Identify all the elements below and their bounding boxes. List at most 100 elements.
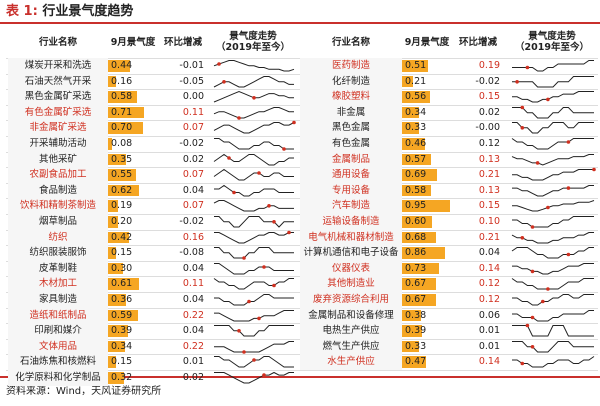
- trend-highlight-dot: [292, 121, 296, 125]
- change-cell: 0.21: [478, 231, 500, 243]
- trend-line: [214, 231, 294, 244]
- industry-name: 石油炼焦和核燃料: [8, 354, 108, 370]
- value-bar: [108, 184, 139, 197]
- table-row: 橡胶塑料 0.56 0.15: [0, 89, 600, 105]
- trend-highlight-dot: [247, 299, 251, 304]
- trend-highlight-dot: [222, 79, 226, 84]
- industry-name: 计算机通信和电子设备: [300, 245, 402, 261]
- value-text: 0.38: [405, 309, 427, 321]
- header-name-left: 行业名称: [38, 36, 77, 48]
- trend-line: [213, 278, 294, 290]
- trend-line: [512, 122, 594, 134]
- trend-highlight-dot: [520, 126, 525, 130]
- table-row: 有色金属矿采选 0.71 0.11: [0, 104, 600, 121]
- value-text: 0.69: [405, 169, 427, 181]
- change-cell: 0.14: [478, 356, 500, 368]
- table-row: 医药制造 0.51 0.19: [0, 58, 600, 74]
- trend-highlight-dot: [252, 358, 256, 363]
- trend-line: [512, 294, 594, 306]
- value-text: 0.35: [111, 153, 133, 165]
- trend-sparkline: [511, 247, 594, 259]
- change-cell: -0.02: [179, 138, 204, 149]
- trend-line: [512, 106, 594, 119]
- value-text: 0.67: [405, 294, 427, 305]
- table-row: 电气机械和器材制造 0.68 0.21: [0, 229, 600, 246]
- industry-name: 电热生产供应: [300, 323, 402, 339]
- trend-line: [214, 216, 294, 228]
- trend-highlight-dot: [520, 235, 525, 240]
- trend-sparkline: [512, 309, 594, 322]
- trend-highlight-dot: [535, 160, 540, 165]
- table-row: 石油天然气开采 0.16 -0.05: [0, 73, 600, 90]
- trend-line: [213, 122, 295, 134]
- value-bar: [108, 325, 128, 337]
- trend-sparkline: [214, 138, 294, 151]
- change-cell: 0.15: [478, 200, 500, 212]
- table-row: 电热生产供应 0.39 0.01: [0, 323, 600, 339]
- value-cell: 0.57: [402, 152, 452, 168]
- industry-name: 木材加工: [8, 276, 108, 292]
- trend-sparkline: [511, 231, 594, 244]
- trend-highlight-dot: [257, 316, 261, 320]
- trend-line: [512, 262, 594, 275]
- trend-sparkline: [213, 278, 294, 290]
- trend-sparkline: [512, 122, 594, 134]
- trend-sparkline: [214, 371, 294, 384]
- value-bar: [402, 340, 419, 353]
- value-text: 0.60: [405, 216, 427, 227]
- value-bar: [108, 372, 124, 384]
- change-cell: 0.11: [182, 278, 204, 290]
- trend-line: [512, 75, 594, 88]
- value-text: 0.58: [111, 91, 133, 103]
- change-cell: 0.12: [478, 138, 500, 149]
- value-bar: [108, 356, 116, 368]
- change-cell: 0.12: [478, 294, 500, 305]
- table-title: 表 1: 行业景气度趋势: [0, 0, 600, 24]
- table-row: 纺织 0.42 0.16: [0, 229, 600, 246]
- table-row: 食品制造 0.62 0.04: [0, 182, 600, 199]
- source-note: 资料来源：Wind，天风证券研究所: [0, 376, 600, 404]
- change-cell: -0.02: [475, 75, 500, 87]
- value-cell: 0.73: [402, 261, 452, 277]
- table-row: 金属制品和设备修理 0.38 0.06: [0, 307, 600, 324]
- trend-line: [214, 294, 294, 306]
- table-row: 其他制造业 0.67 0.12: [0, 276, 600, 292]
- trend-sparkline: [214, 325, 294, 337]
- industry-name: 废弃资源综合利用: [300, 292, 402, 308]
- table-row: 纺织服装服饰 0.15 -0.08: [0, 245, 600, 261]
- value-cell: 0.68: [402, 230, 452, 246]
- change-cell: -0.01: [179, 60, 204, 71]
- industry-name: 汽车制造: [300, 198, 402, 214]
- industry-name: 燃气生产供应: [300, 338, 402, 355]
- table-row: 计算机通信和电子设备 0.86 0.04: [0, 245, 600, 261]
- table-row: 造纸和纸制品 0.59 0.22: [0, 307, 600, 324]
- trend-line: [511, 153, 594, 166]
- trend-highlight-dot: [252, 96, 256, 100]
- value-text: 0.21: [405, 75, 427, 87]
- change-cell: 0.00: [182, 91, 204, 103]
- value-cell: 0.08: [108, 136, 158, 152]
- trend-highlight-dot: [242, 349, 246, 354]
- value-text: 0.62: [111, 184, 133, 196]
- trend-sparkline: [512, 356, 595, 368]
- change-cell: 0.22: [182, 340, 204, 352]
- table-row: 烟草制品 0.20 -0.02: [0, 214, 600, 230]
- value-bar: [402, 122, 419, 134]
- value-cell: 0.46: [402, 136, 452, 152]
- industry-name: 医药制造: [300, 58, 402, 74]
- value-text: 0.30: [111, 262, 133, 274]
- trend-line: [511, 138, 594, 150]
- trend-line: [512, 60, 594, 72]
- value-cell: 0.35: [108, 152, 158, 168]
- trend-highlight-dot: [546, 206, 550, 210]
- industry-name: 仪器仪表: [300, 260, 402, 277]
- change-cell: 0.15: [478, 91, 500, 103]
- value-bar: [402, 200, 450, 212]
- trend-sparkline: [512, 60, 594, 72]
- header-trend-left: 景气度走势 （2019年至今）: [216, 31, 290, 53]
- trend-sparkline: [213, 91, 294, 103]
- industry-name: 运输设备制造: [300, 214, 402, 230]
- value-bar: [402, 262, 439, 275]
- value-cell: 0.71: [108, 105, 158, 121]
- industry-name: 其他采矿: [8, 151, 108, 168]
